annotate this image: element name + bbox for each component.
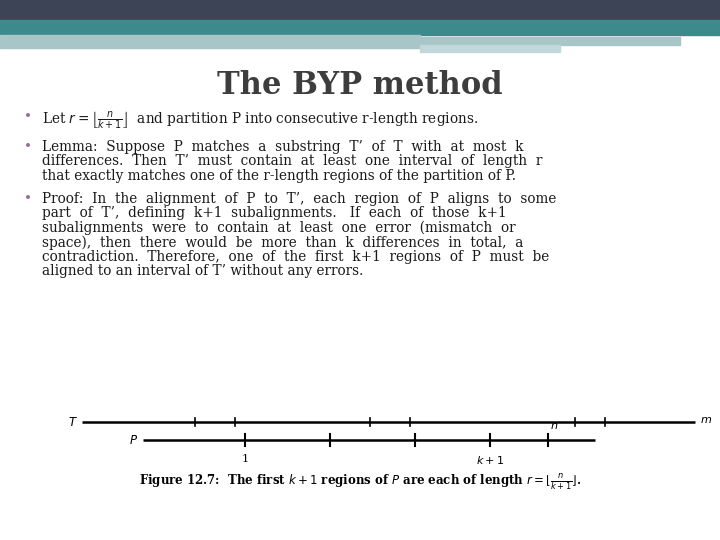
Bar bbox=[420, 45, 560, 52]
Text: $n$: $n$ bbox=[550, 421, 558, 431]
Text: $k + 1$: $k + 1$ bbox=[476, 454, 504, 466]
Text: The BYP method: The BYP method bbox=[217, 70, 503, 101]
Text: •: • bbox=[24, 110, 32, 124]
Text: subalignments  were  to  contain  at  least  one  error  (mismatch  or: subalignments were to contain at least o… bbox=[42, 221, 516, 235]
Text: aligned to an interval of T’ without any errors.: aligned to an interval of T’ without any… bbox=[42, 265, 364, 279]
Text: $P$: $P$ bbox=[129, 434, 138, 447]
Bar bbox=[0, 0, 720, 20]
Text: that exactly matches one of the r-length regions of the partition of P.: that exactly matches one of the r-length… bbox=[42, 169, 516, 183]
Text: $m$: $m$ bbox=[700, 415, 712, 425]
Text: Proof:  In  the  alignment  of  P  to  T’,  each  region  of  P  aligns  to  som: Proof: In the alignment of P to T’, each… bbox=[42, 192, 557, 206]
Text: •: • bbox=[24, 140, 32, 154]
Text: Figure 12.7:  The first $k + 1$ regions of $P$ are each of length $r = \lfloor \: Figure 12.7: The first $k + 1$ regions o… bbox=[139, 472, 581, 492]
Text: contradiction.  Therefore,  one  of  the  first  k+1  regions  of  P  must  be: contradiction. Therefore, one of the fir… bbox=[42, 250, 549, 264]
Text: 1: 1 bbox=[241, 454, 248, 464]
Text: part  of  T’,  defining  k+1  subalignments.   If  each  of  those  k+1: part of T’, defining k+1 subalignments. … bbox=[42, 206, 507, 220]
Text: $T$: $T$ bbox=[68, 415, 78, 429]
Bar bbox=[0, 20, 720, 35]
Bar bbox=[0, 35, 420, 48]
Text: space),  then  there  would  be  more  than  k  differences  in  total,  a: space), then there would be more than k … bbox=[42, 235, 523, 250]
Text: Let $r = \left\lfloor \frac{n}{k+1} \right\rfloor$  and partition P into consecu: Let $r = \left\lfloor \frac{n}{k+1} \rig… bbox=[42, 110, 478, 132]
Text: differences.  Then  T’  must  contain  at  least  one  interval  of  length  r: differences. Then T’ must contain at lea… bbox=[42, 154, 542, 168]
Bar bbox=[420, 37, 680, 45]
Text: •: • bbox=[24, 192, 32, 206]
Text: Lemma:  Suppose  P  matches  a  substring  T’  of  T  with  at  most  k: Lemma: Suppose P matches a substring T’ … bbox=[42, 140, 523, 154]
